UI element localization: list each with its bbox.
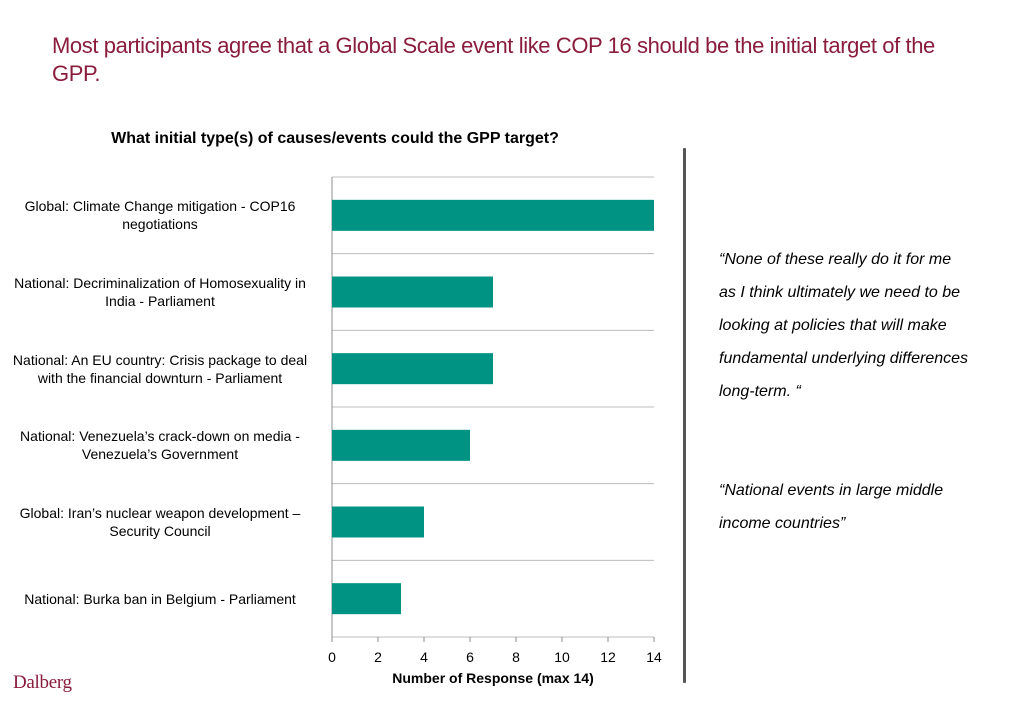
x-tick-label: 14 (646, 649, 662, 665)
bar (332, 583, 401, 615)
bar (332, 506, 424, 538)
category-label: National: Burka ban in Belgium - Parliam… (24, 590, 296, 607)
bar (332, 276, 493, 308)
bar (332, 199, 654, 231)
category-label: National: Decriminalization of Homosexua… (14, 275, 306, 309)
chart-title: What initial type(s) of causes/events co… (111, 130, 559, 147)
quote-1: “None of these really do it for me as I … (719, 251, 969, 400)
x-tick-label: 0 (328, 649, 336, 665)
category-label: Global: Climate Change mitigation - COP1… (24, 198, 296, 233)
bar-chart: 0 2 4 6 8 10 12 14 (328, 176, 662, 665)
category-label: National: Venezuela’s crack-down on medi… (20, 428, 300, 463)
x-tick-label: 4 (420, 649, 428, 665)
vertical-divider (683, 148, 686, 683)
x-tick-label: 2 (374, 649, 382, 665)
x-tick-label: 6 (466, 649, 474, 665)
quote-2: “National events in large middle income … (719, 482, 944, 532)
dalberg-logo: Dalberg (13, 672, 72, 693)
category-label: Global: Iran’s nuclear weapon developmen… (19, 505, 301, 539)
x-tick-label: 8 (512, 649, 520, 665)
slide-title: Most participants agree that a Global Sc… (52, 33, 935, 86)
bar (332, 353, 493, 385)
category-label: National: An EU country: Crisis package … (12, 351, 308, 386)
x-tick-label: 10 (554, 649, 570, 665)
bar (332, 429, 470, 461)
x-axis-title: Number of Response (max 14) (392, 670, 594, 686)
x-tick-label: 12 (600, 649, 616, 665)
